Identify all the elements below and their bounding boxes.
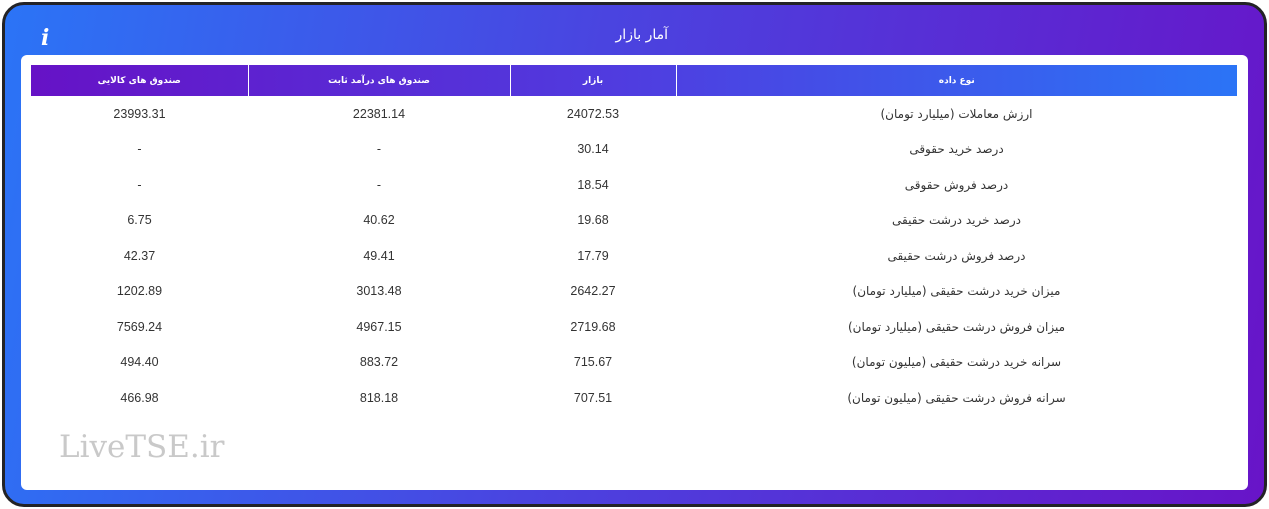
- row-label: درصد فروش درشت حقیقی: [887, 248, 1026, 263]
- table-row: درصد خرید حقوقی 30.14 - -: [31, 132, 1237, 168]
- cell-value: 818.18: [359, 390, 399, 405]
- market-stats-table: نوع داده بازار صندوق های درآمد ثابت صندو…: [31, 65, 1237, 416]
- cell-value: 3013.48: [356, 284, 402, 299]
- table-row: سرانه خرید درشت حقیقی (میلیون تومان) 715.…: [31, 345, 1237, 381]
- cell-value: -: [137, 177, 142, 192]
- header-fixed-income-funds: صندوق های درآمد ثابت: [247, 65, 510, 96]
- table-header-row: نوع داده بازار صندوق های درآمد ثابت صندو…: [31, 65, 1237, 96]
- cell-value: 715.67: [573, 355, 613, 370]
- cell-value: 30.14: [577, 142, 609, 157]
- header-market: بازار: [509, 65, 676, 96]
- header-data-type: نوع داده: [675, 65, 1237, 96]
- cell-value: 7569.24: [116, 319, 163, 334]
- cell-value: -: [137, 142, 142, 157]
- cell-value: 883.72: [359, 355, 399, 370]
- table-row: درصد فروش درشت حقیقی 17.79 49.41 42.37: [31, 238, 1237, 274]
- table-row: ارزش معاملات (میلیارد تومان) 24072.53 2238…: [31, 96, 1237, 132]
- row-label: ارزش معاملات (میلیارد تومان): [880, 106, 1033, 121]
- cell-value: 18.54: [577, 177, 609, 192]
- cell-value: -: [376, 177, 382, 192]
- cell-value: 707.51: [573, 390, 613, 405]
- row-label: سرانه فروش درشت حقیقی (میلیون تومان): [847, 390, 1066, 405]
- header-commodity-funds: صندوق های کالایی: [97, 75, 181, 86]
- cell-value: 19.68: [577, 213, 609, 228]
- table-row: درصد فروش حقوقی 18.54 - -: [31, 167, 1237, 203]
- cell-value: 1202.89: [116, 284, 163, 299]
- cell-value: 494.40: [120, 355, 159, 370]
- info-icon[interactable]: i: [41, 25, 50, 51]
- cell-value: 22381.14: [352, 106, 406, 121]
- row-label: درصد فروش حقوقی: [904, 177, 1009, 192]
- row-label: میزان فروش درشت حقیقی (میلیارد تومان): [847, 319, 1066, 334]
- watermark: LiveTSE.ir: [59, 429, 225, 465]
- cell-value: 40.62: [363, 213, 395, 228]
- cell-value: 42.37: [123, 248, 156, 263]
- cell-value: 2719.68: [570, 319, 616, 334]
- row-label: درصد خرید حقوقی: [909, 142, 1004, 157]
- cell-value: 23993.31: [113, 106, 166, 121]
- row-label: سرانه خرید درشت حقیقی (میلیون تومان): [851, 355, 1062, 370]
- cell-value: 466.98: [120, 390, 159, 405]
- table-row: درصد خرید درشت حقیقی 19.68 40.62 6.75: [31, 203, 1237, 239]
- table-row: میزان خرید درشت حقیقی (میلیارد تومان) 264…: [31, 274, 1237, 310]
- card-title: آمار بازار: [615, 27, 668, 43]
- cell-value: 24072.53: [566, 106, 620, 121]
- content-panel: نوع داده بازار صندوق های درآمد ثابت صندو…: [21, 55, 1248, 490]
- row-label: درصد خرید درشت حقیقی: [892, 213, 1021, 228]
- cell-value: 6.75: [127, 213, 152, 228]
- row-label: میزان خرید درشت حقیقی (میلیارد تومان): [852, 284, 1061, 299]
- cell-value: 49.41: [363, 248, 395, 263]
- table-row: سرانه فروش درشت حقیقی (میلیون تومان) 707.…: [31, 380, 1237, 416]
- cell-value: 2642.27: [570, 284, 616, 299]
- cell-value: 4967.15: [356, 319, 402, 334]
- cell-value: 17.79: [577, 248, 609, 263]
- cell-value: -: [376, 142, 382, 157]
- table-row: میزان فروش درشت حقیقی (میلیارد تومان) 271…: [31, 309, 1237, 345]
